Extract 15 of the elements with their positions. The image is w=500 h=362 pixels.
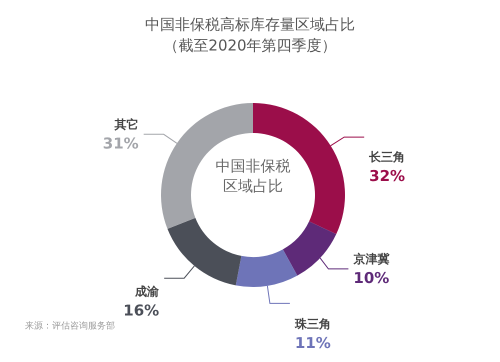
data-label: 16% bbox=[123, 301, 160, 320]
text: 区域占比 bbox=[223, 177, 283, 195]
slice-label: 成渝 bbox=[134, 284, 160, 298]
data-label: 10% bbox=[353, 268, 390, 287]
slice-label: 其它 bbox=[114, 117, 139, 132]
chart-title: 中国非保税高标库存量区域占比 bbox=[145, 16, 355, 34]
slice-label: 珠三角 bbox=[294, 316, 331, 331]
slice-label: 京津冀 bbox=[352, 252, 390, 266]
source-note: 来源：评估咨询服务部 bbox=[25, 320, 115, 332]
data-label: 32% bbox=[369, 166, 406, 185]
chart-subtitle: （截至2020年第四季度） bbox=[163, 36, 337, 54]
slice-label: 长三角 bbox=[368, 150, 406, 164]
data-label: 31% bbox=[102, 134, 139, 152]
text: 中国非保税 bbox=[216, 157, 290, 175]
data-label: 11% bbox=[294, 334, 331, 352]
